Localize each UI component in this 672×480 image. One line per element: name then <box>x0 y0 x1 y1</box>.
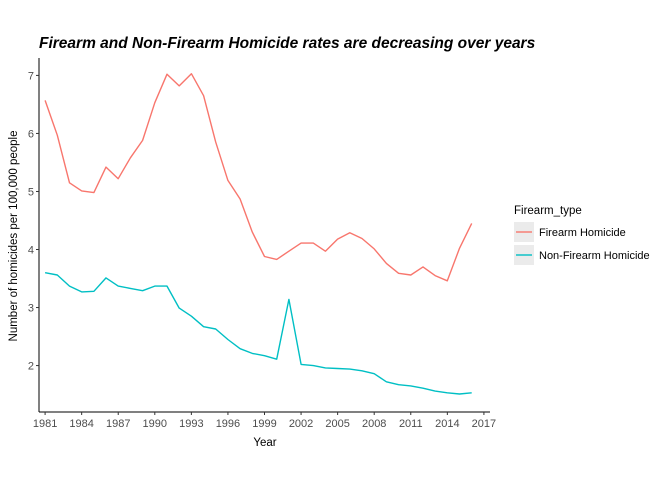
y-axis-title: Number of homicides per 100,000 people <box>8 131 20 342</box>
legend: Firearm_type Firearm Homicide Non-Firearm… <box>514 205 650 265</box>
legend-title: Firearm_type <box>514 205 582 217</box>
legend-label: Non-Firearm Homicide <box>539 250 650 262</box>
x-tick-label: 2014 <box>435 418 459 430</box>
x-tick-label: 2011 <box>399 418 423 430</box>
series-lines <box>44 72 473 395</box>
x-tick-label: 2005 <box>325 418 349 430</box>
series-line-2 <box>44 272 472 395</box>
legend-label: Firearm Homicide <box>539 227 626 239</box>
x-tick-label: 1996 <box>216 418 240 430</box>
legend-item: Non-Firearm Homicide <box>514 245 650 265</box>
y-tick-label: 7 <box>28 70 34 82</box>
y-tick-label: 2 <box>28 361 34 373</box>
y-tick-label: 3 <box>28 303 34 315</box>
y-tick-label: 4 <box>28 245 34 257</box>
x-tick-label: 1999 <box>252 418 276 430</box>
x-tick-label: 1990 <box>143 418 167 430</box>
x-tick-label: 2008 <box>362 418 386 430</box>
plot-area: 2 3 4 5 6 7 1981 1984 1987 1990 1993 1996 1999 2002 2… <box>28 58 496 430</box>
chart-title: Firearm and Non-Firearm Homicide rates a… <box>39 35 536 52</box>
x-axis: 1981 1984 1987 1990 1993 1996 1999 2002 2005 2008… <box>33 412 496 430</box>
legend-item: Firearm Homicide <box>514 222 626 242</box>
x-tick-label: 2017 <box>472 418 496 430</box>
x-tick-label: 2002 <box>289 418 313 430</box>
x-tick-label: 1981 <box>33 418 57 430</box>
x-tick-label: 1984 <box>69 418 93 430</box>
x-axis-title: Year <box>253 437 276 449</box>
y-tick-label: 5 <box>28 186 34 198</box>
x-tick-label: 1987 <box>106 418 130 430</box>
series-line-1 <box>44 72 473 282</box>
y-tick-label: 6 <box>28 128 34 140</box>
y-axis: 2 3 4 5 6 7 <box>28 70 39 373</box>
x-tick-label: 1993 <box>179 418 203 430</box>
